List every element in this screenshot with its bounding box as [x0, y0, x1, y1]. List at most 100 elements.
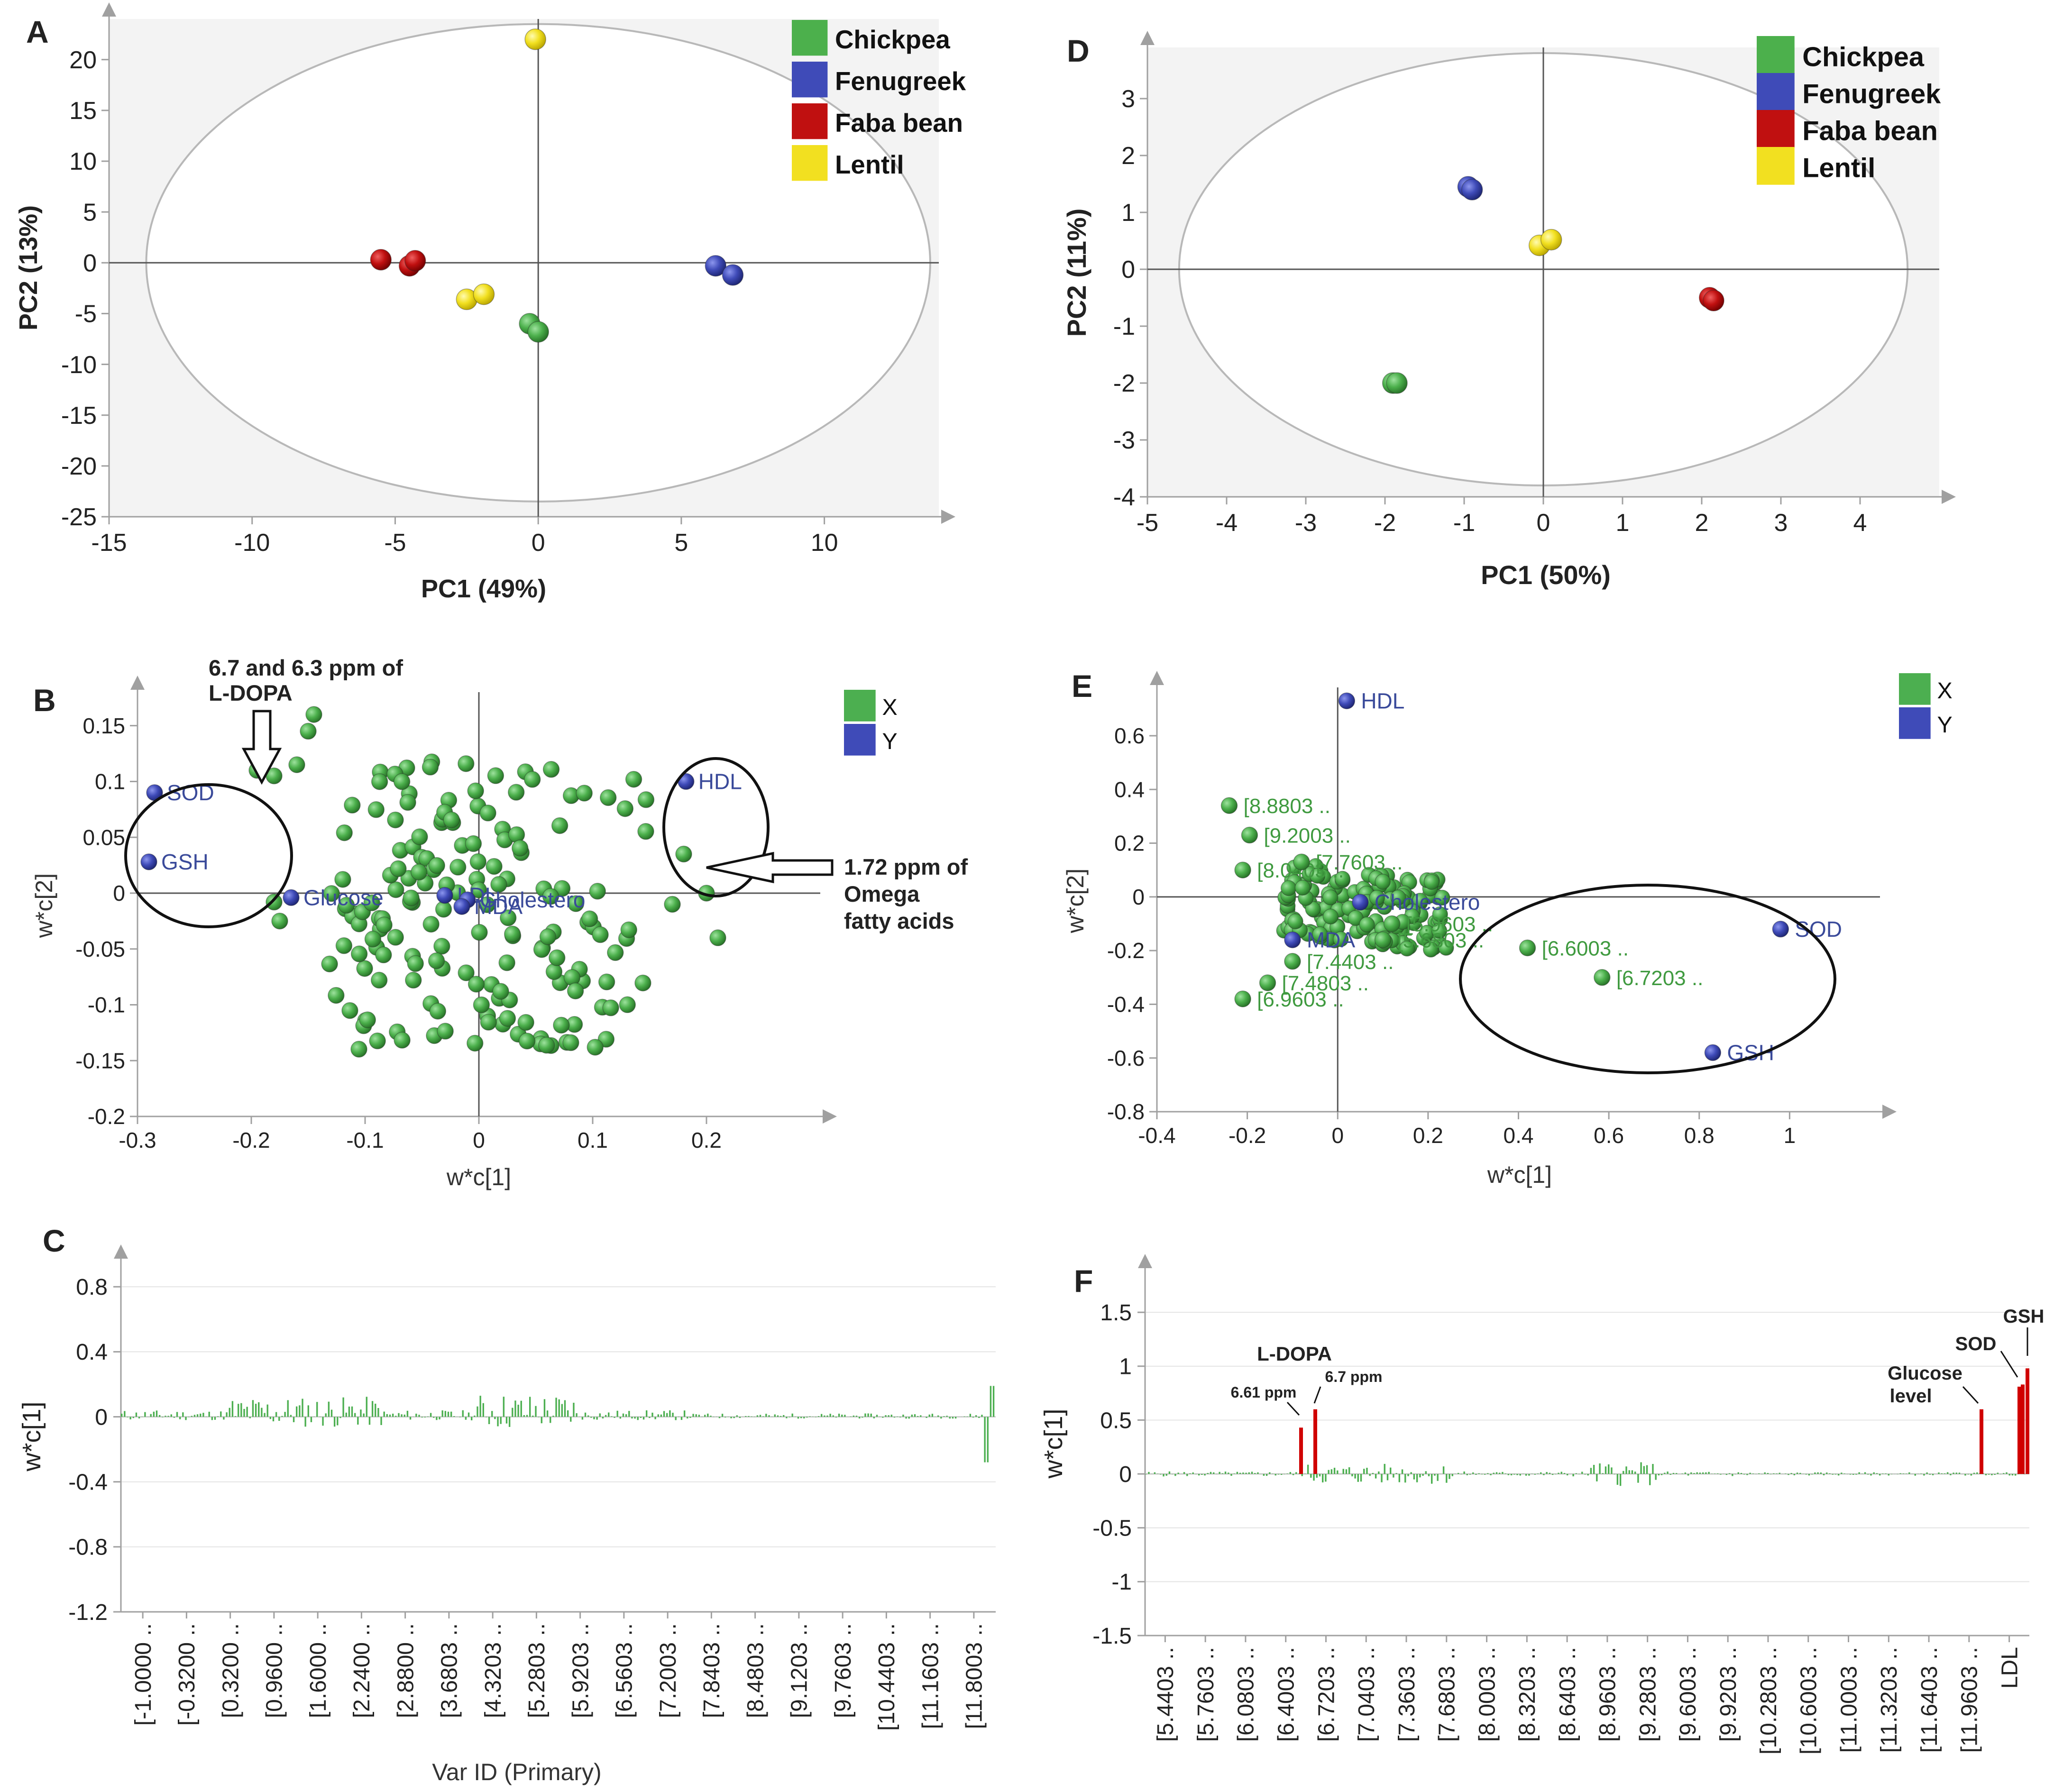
bar [809, 1416, 811, 1417]
bar [1788, 1474, 1789, 1475]
bar [1289, 1472, 1292, 1474]
bar [156, 1410, 158, 1417]
bar [1946, 1472, 1949, 1474]
legend-entry: X [882, 695, 898, 720]
highlight-bar [1299, 1427, 1303, 1474]
x-loading-point [1309, 868, 1326, 884]
bar [1590, 1468, 1592, 1474]
bar [858, 1417, 861, 1419]
x-tick-label: [8.6403 .. [1555, 1647, 1580, 1742]
bar [1204, 1474, 1206, 1476]
score-point [1540, 229, 1562, 251]
bar [803, 1417, 805, 1418]
x-loading-label: [9.2003 .. [1264, 824, 1350, 848]
x-loading-point [334, 871, 351, 888]
bar [1829, 1473, 1831, 1474]
bar [453, 1416, 455, 1417]
bar [914, 1414, 916, 1417]
bar [1619, 1474, 1622, 1486]
x-loading-point [375, 946, 392, 964]
bar [1372, 1472, 1374, 1474]
bar [1708, 1472, 1710, 1474]
x-tick-label: -5 [384, 529, 406, 557]
highlight-ellipse [1459, 884, 1836, 1074]
x-tick-label: [6.0803 .. [1234, 1647, 1259, 1742]
bar [1419, 1474, 1421, 1478]
panel-letter: F [1074, 1263, 1093, 1298]
x-loading-point [271, 913, 288, 930]
bar [954, 1417, 957, 1419]
x-tick-label: [7.6803 .. [1435, 1647, 1460, 1742]
bar [380, 1417, 382, 1425]
bar [564, 1400, 566, 1417]
bar [1551, 1474, 1554, 1475]
bar [587, 1415, 589, 1417]
bar [144, 1412, 146, 1417]
bar [1599, 1463, 1601, 1474]
x-loading-point [364, 931, 382, 948]
bar [281, 1416, 283, 1417]
bar [1752, 1473, 1754, 1474]
x-loading-point [468, 976, 485, 993]
bar [1174, 1474, 1176, 1476]
bar [745, 1416, 747, 1417]
bar [1596, 1474, 1598, 1481]
bar [514, 1400, 516, 1417]
bar [1351, 1474, 1353, 1477]
x-loading-point [469, 853, 487, 870]
highlight-bar [1980, 1409, 1983, 1474]
x-loading-point [589, 883, 606, 900]
bar [121, 1413, 123, 1417]
x-tick-label: -0.1 [346, 1128, 384, 1152]
bar [1366, 1468, 1368, 1474]
y-loading-label: MDA [474, 894, 523, 919]
x-tick-label: [8.9603 .. [1596, 1647, 1621, 1742]
bar [1457, 1472, 1459, 1474]
y-loading-label: HDL [698, 769, 742, 794]
bar [1676, 1473, 1678, 1474]
bar [1808, 1474, 1810, 1476]
bar [1245, 1472, 1247, 1474]
x-loading-point [517, 1014, 534, 1031]
score-point [1703, 290, 1724, 311]
bar [1608, 1464, 1610, 1474]
bar [791, 1413, 793, 1417]
x-loading-label: [6.9603 .. [1257, 988, 1344, 1011]
bar [1658, 1474, 1660, 1476]
bar [325, 1413, 327, 1417]
bar [1413, 1474, 1415, 1480]
x-loading-point [350, 945, 368, 962]
bar [634, 1417, 636, 1419]
y-tick-label: 0 [1119, 1462, 1132, 1487]
bar [1484, 1474, 1486, 1475]
y-tick-label: 2 [1121, 142, 1135, 170]
x-tick-label: 0.1 [578, 1128, 608, 1152]
score-point [1386, 372, 1408, 394]
x-tick-label: -0.3 [119, 1128, 156, 1152]
legend-entry: Y [882, 729, 898, 754]
y-tick-label: 1.5 [1100, 1300, 1132, 1326]
y-loading-point [140, 853, 157, 870]
annotation-text: Glucose [1888, 1363, 1962, 1384]
x-tick-label: 10 [811, 529, 838, 557]
bar [605, 1415, 607, 1417]
bar [1958, 1472, 1961, 1474]
x-tick-label: [7.8403 .. [699, 1623, 724, 1718]
bar [1740, 1473, 1742, 1474]
bar [1510, 1474, 1513, 1475]
x-tick-label: 0.2 [1413, 1123, 1443, 1148]
x-loading-point [376, 916, 393, 933]
bar [890, 1415, 892, 1417]
bar [1428, 1474, 1430, 1476]
bar [990, 1386, 992, 1417]
bar [1634, 1472, 1636, 1474]
bar [1322, 1474, 1324, 1482]
bar [202, 1413, 204, 1417]
x-tick-label: [11.6403 .. [1917, 1647, 1942, 1753]
y-loading-point [1772, 921, 1789, 938]
x-loading-point [490, 876, 507, 893]
bar [299, 1405, 301, 1417]
x-loading-point [562, 1034, 579, 1051]
bar [278, 1417, 280, 1421]
x-tick-label: -4 [1216, 509, 1238, 537]
